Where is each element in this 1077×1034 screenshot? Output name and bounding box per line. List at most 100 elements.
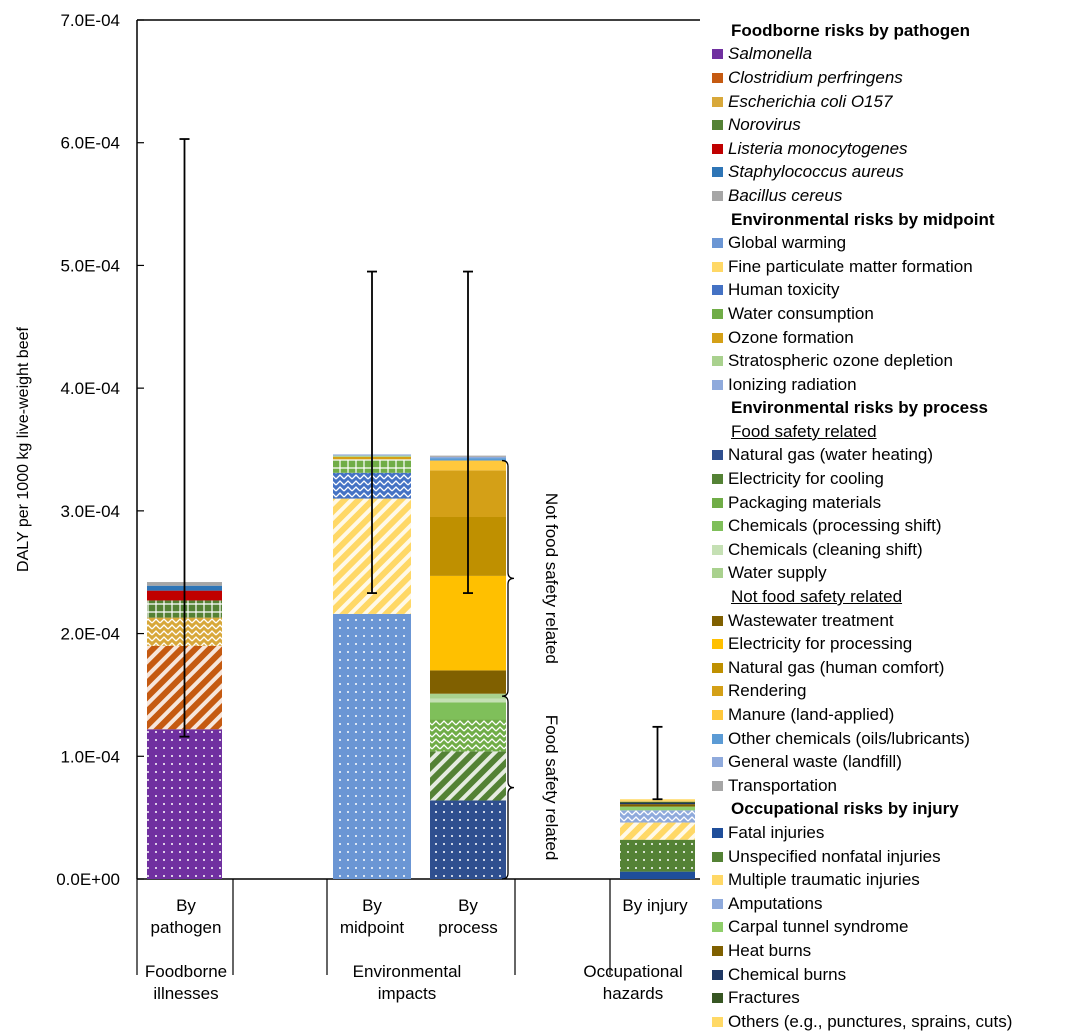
legend-item: Water consumption: [712, 302, 1072, 326]
legend-item: Chemical burns: [712, 963, 1072, 987]
legend-swatch: [712, 851, 723, 862]
legend-label: Rendering: [728, 681, 807, 701]
legend-swatch: [712, 993, 723, 1004]
y-tick-label: 6.0E-04: [60, 134, 120, 153]
legend-item: Others (e.g., punctures, sprains, cuts): [712, 1010, 1072, 1034]
group-label: hazards: [603, 984, 663, 1003]
legend-label: Salmonella: [728, 44, 813, 64]
legend-subheading: Food safety related: [712, 420, 1072, 444]
legend-item: Listeria monocytogenes: [712, 137, 1072, 161]
legend-label: Ozone formation: [728, 327, 854, 347]
legend-label: Others (e.g., punctures, sprains, cuts): [728, 1011, 1013, 1031]
legend-label: Fatal injuries: [728, 822, 825, 842]
legend-swatch: [712, 308, 723, 319]
bar-segment-chemical-burns: [620, 802, 695, 805]
bar-segment-wastewater-treatment: [430, 670, 506, 694]
legend-swatch: [712, 875, 723, 886]
stacked-bar-chart: 0.0E+00 1.0E-04 2.0E-04 3.0E-04 4.0E-04 5.0E-…: [15, 11, 700, 1003]
legend-item: Wastewater treatment: [712, 609, 1072, 633]
legend-swatch: [712, 662, 723, 673]
legend-swatch: [712, 72, 723, 83]
legend-label: Staphylococcus aureus: [728, 162, 904, 182]
group-label: Environmental: [353, 962, 462, 981]
legend-item: Packaging materials: [712, 491, 1072, 515]
legend-swatch: [712, 945, 723, 956]
bar-segment-carpal-tunnel-syndrome: [620, 806, 695, 811]
legend-label: Fractures: [728, 988, 800, 1008]
legend-item: Unspecified nonfatal injuries: [712, 845, 1072, 869]
category-label: By injury: [622, 896, 688, 915]
legend-swatch: [712, 332, 723, 343]
legend-label: Water consumption: [728, 303, 874, 323]
bar-segment-pattern: [333, 613, 411, 879]
y-axis-title: DALY per 1000 kg live-weight beef: [15, 327, 32, 572]
legend-heading: Occupational risks by injury: [731, 799, 959, 819]
legend-item: Stratospheric ozone depletion: [712, 349, 1072, 373]
bar-segment-fatal-injuries: [620, 871, 695, 879]
legend-swatch: [712, 521, 723, 532]
legend-label: Wastewater treatment: [728, 610, 894, 630]
group-label: Foodborne: [145, 962, 227, 981]
category-label: midpoint: [340, 918, 405, 937]
legend-label: Global warming: [728, 233, 847, 253]
legend-swatch: [712, 379, 723, 390]
legend-label: Manure (land-applied): [728, 705, 895, 725]
legend-label: Listeria monocytogenes: [728, 138, 908, 158]
legend-label: Amputations: [728, 893, 823, 913]
legend-swatch: [712, 733, 723, 744]
legend-label: Escherichia coli O157: [728, 91, 893, 111]
legend-item: General waste (landfill): [712, 750, 1072, 774]
y-tick-label: 2.0E-04: [60, 625, 120, 644]
legend-subheading: Not food safety related: [712, 585, 1072, 609]
category-label: By: [458, 896, 478, 915]
legend-label: Norovirus: [728, 115, 801, 135]
legend-label: Natural gas (human comfort): [728, 657, 945, 677]
legend-label: Transportation: [728, 775, 837, 795]
legend-label: Ionizing radiation: [728, 374, 857, 394]
legend-label: Packaging materials: [728, 492, 882, 512]
legend-label: Water supply: [728, 563, 827, 583]
group-label: illnesses: [153, 984, 218, 1003]
legend-item: Fractures: [712, 986, 1072, 1010]
legend-swatch: [712, 450, 723, 461]
legend-label: Chemicals (processing shift): [728, 516, 942, 536]
legend-label: Stratospheric ozone depletion: [728, 351, 953, 371]
category-label: pathogen: [151, 918, 222, 937]
legend-swatch: [712, 686, 723, 697]
bar-segment-chemicals-cleaning-shift: [430, 698, 506, 703]
bracket-label: Food safety related: [542, 715, 561, 861]
legend-swatch: [712, 143, 723, 154]
legend-label: Natural gas (water heating): [728, 445, 934, 465]
legend-label: Unspecified nonfatal injuries: [728, 846, 941, 866]
group-label: impacts: [378, 984, 437, 1003]
legend-item: Escherichia coli O157: [712, 90, 1072, 114]
bar-segment-chemicals-processing-shift: [430, 702, 506, 720]
legend-item: Amputations: [712, 892, 1072, 916]
legend-swatch: [712, 167, 723, 178]
legend-item: Other chemicals (oils/lubricants): [712, 727, 1072, 751]
y-tick-label: 4.0E-04: [60, 379, 120, 398]
legend-swatch: [712, 356, 723, 367]
legend-swatch: [712, 49, 723, 60]
legend-swatch: [712, 96, 723, 107]
legend-item: Chemicals (processing shift): [712, 514, 1072, 538]
bracket-label: Not food safety related: [542, 493, 561, 664]
legend-swatch: [712, 757, 723, 768]
legend-item: Rendering: [712, 680, 1072, 704]
bar-segment-others-e-g-punctures-sprains-cuts: [620, 799, 695, 802]
legend-item: Natural gas (human comfort): [712, 656, 1072, 680]
legend-swatch: [712, 120, 723, 131]
legend-label: Carpal tunnel syndrome: [728, 917, 909, 937]
legend-item: Multiple traumatic injuries: [712, 868, 1072, 892]
y-tick-label: 0.0E+00: [56, 870, 120, 889]
legend-item: Fine particulate matter formation: [712, 255, 1072, 279]
legend-swatch: [712, 827, 723, 838]
legend-swatch: [712, 474, 723, 485]
legend-label: Other chemicals (oils/lubricants): [728, 728, 970, 748]
legend-swatch: [712, 898, 723, 909]
legend-item: Ionizing radiation: [712, 373, 1072, 397]
category-label: By: [362, 896, 382, 915]
bar-segment-pattern: [430, 719, 506, 752]
legend-item: Natural gas (water heating): [712, 444, 1072, 468]
legend-swatch: [712, 285, 723, 296]
